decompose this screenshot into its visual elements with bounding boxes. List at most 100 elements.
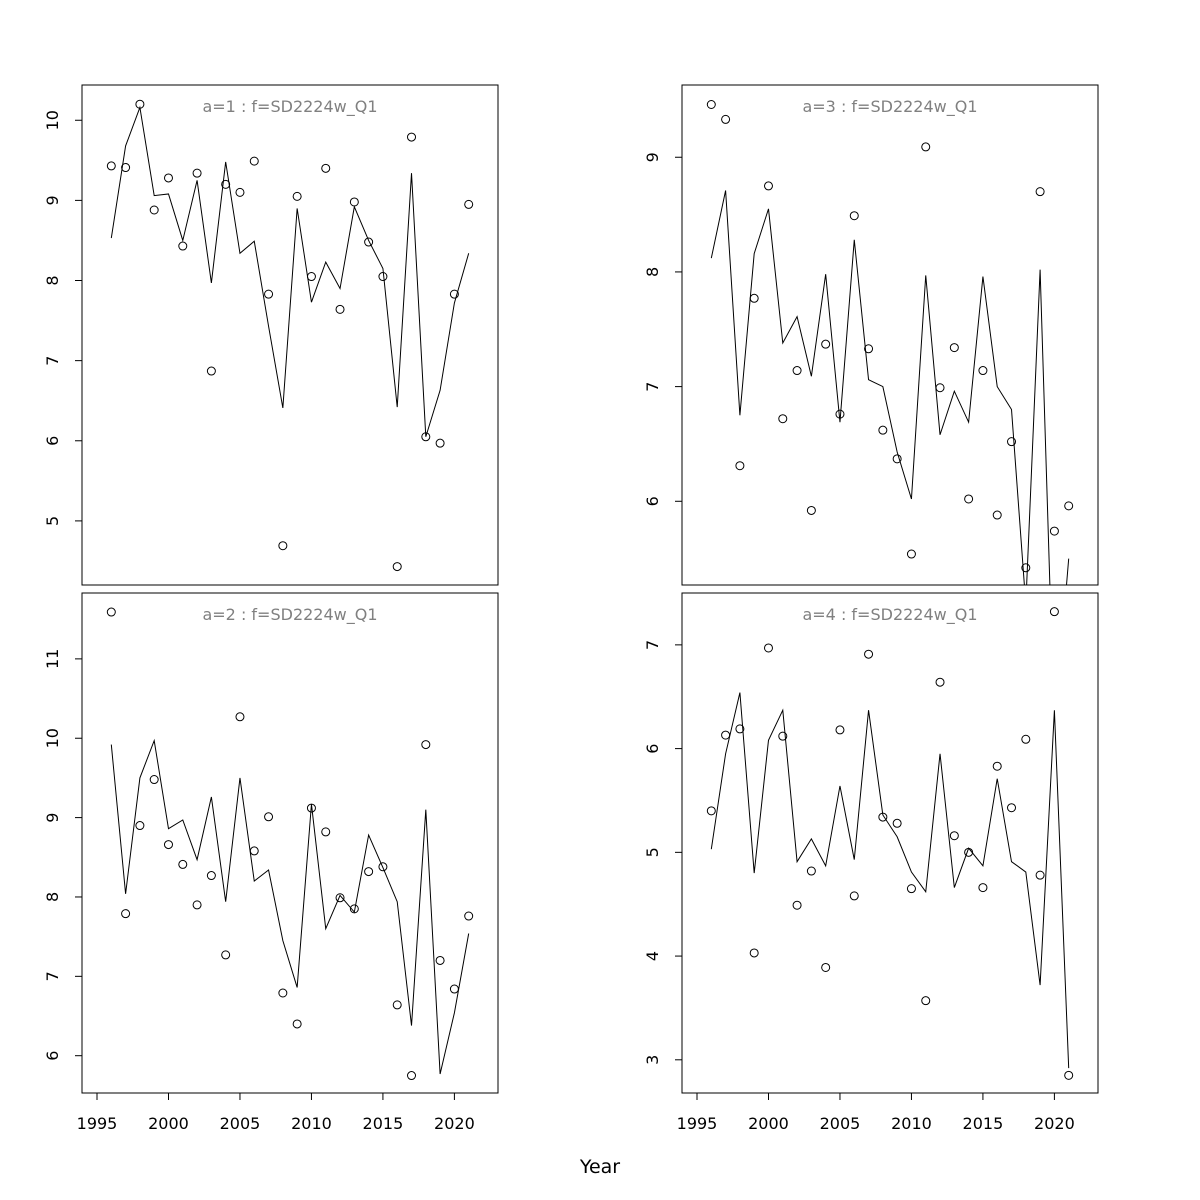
x-tick-label: 2010 [291, 1114, 332, 1133]
data-point [706, 806, 716, 816]
data-point [792, 366, 802, 376]
data-point [721, 730, 731, 740]
data-point [935, 383, 945, 393]
fitted-line [710, 692, 1070, 1069]
x-tick-label: 1995 [677, 1114, 718, 1133]
y-tick-label: 6 [643, 744, 662, 754]
data-point [378, 862, 388, 872]
y-tick-label: 5 [643, 847, 662, 857]
data-point [978, 366, 988, 376]
data-point [378, 272, 388, 282]
data-point [778, 414, 788, 424]
data-point [235, 187, 245, 197]
fitted-line [710, 190, 1070, 585]
data-point [778, 731, 788, 741]
data-point [992, 510, 1002, 520]
data-point [235, 712, 245, 722]
data-point [749, 948, 759, 958]
data-point [821, 339, 831, 349]
data-point [906, 884, 916, 894]
data-point [464, 199, 474, 209]
data-point [364, 867, 374, 877]
x-tick-label: 2005 [820, 1114, 861, 1133]
data-point [821, 962, 831, 972]
data-point [163, 840, 173, 850]
data-point [735, 461, 745, 471]
data-point [206, 366, 216, 376]
data-point [421, 740, 431, 750]
y-tick-label: 9 [43, 195, 62, 205]
data-point [407, 1071, 417, 1081]
data-point [121, 163, 131, 173]
plot-area [106, 99, 474, 572]
data-point [106, 161, 116, 171]
data-point [321, 163, 331, 173]
y-tick-label: 6 [643, 496, 662, 506]
data-point [335, 893, 345, 903]
data-point [392, 1000, 402, 1010]
y-tick-label: 8 [643, 267, 662, 277]
plot-frame [681, 592, 1099, 1094]
panel-title: a=2 : f=SD2224w_Q1 [202, 605, 377, 625]
data-point [806, 505, 816, 515]
y-tick-label: 7 [643, 640, 662, 650]
data-point [206, 871, 216, 881]
plot-frame [681, 84, 1099, 586]
data-point [949, 343, 959, 353]
plot-area [106, 607, 474, 1081]
data-point [1035, 187, 1045, 197]
data-point [864, 344, 874, 354]
data-point [264, 812, 274, 822]
data-point [749, 293, 759, 303]
data-point [835, 725, 845, 735]
data-point [921, 996, 931, 1006]
data-point [892, 454, 902, 464]
data-point [321, 827, 331, 837]
y-tick-label: 8 [43, 892, 62, 902]
data-point [1021, 734, 1031, 744]
data-point [892, 818, 902, 828]
data-point [964, 494, 974, 504]
data-point [763, 643, 773, 653]
data-point [735, 724, 745, 734]
data-point [149, 775, 159, 785]
data-point [392, 562, 402, 572]
data-point [106, 607, 116, 617]
y-tick-label: 4 [643, 951, 662, 961]
x-tick-label: 2015 [963, 1114, 1004, 1133]
data-point [135, 821, 145, 831]
data-point [849, 891, 859, 901]
y-tick-label: 9 [643, 152, 662, 162]
y-tick-label: 6 [43, 1051, 62, 1061]
data-point [1007, 803, 1017, 813]
x-tick-label: 2020 [434, 1114, 475, 1133]
x-tick-label: 2005 [220, 1114, 261, 1133]
data-point [278, 541, 288, 551]
data-point [921, 142, 931, 152]
data-point [149, 205, 159, 215]
data-point [221, 950, 231, 960]
y-tick-label: 7 [43, 356, 62, 366]
data-point [949, 831, 959, 841]
data-point [464, 911, 474, 921]
x-tick-label: 2000 [148, 1114, 189, 1133]
data-point [1064, 1070, 1074, 1080]
x-tick-label: 2020 [1034, 1114, 1075, 1133]
y-tick-label: 3 [643, 1055, 662, 1065]
data-point [1049, 607, 1059, 617]
data-point [178, 241, 188, 251]
data-point [878, 425, 888, 435]
panel-title: a=3 : f=SD2224w_Q1 [802, 97, 977, 117]
data-point [906, 549, 916, 559]
data-point [249, 156, 259, 166]
data-point [306, 272, 316, 282]
panel: a=4 : f=SD2224w_Q1 3 4 5 6 7 1995 2000 2005 2010 2… [643, 592, 1099, 1133]
plot-area [706, 607, 1074, 1080]
y-tick-label: 7 [643, 382, 662, 392]
y-tick-label: 9 [43, 813, 62, 823]
data-point [449, 289, 459, 299]
data-point [292, 1019, 302, 1029]
panel: a=3 : f=SD2224w_Q1 6 7 8 9 [643, 84, 1099, 586]
